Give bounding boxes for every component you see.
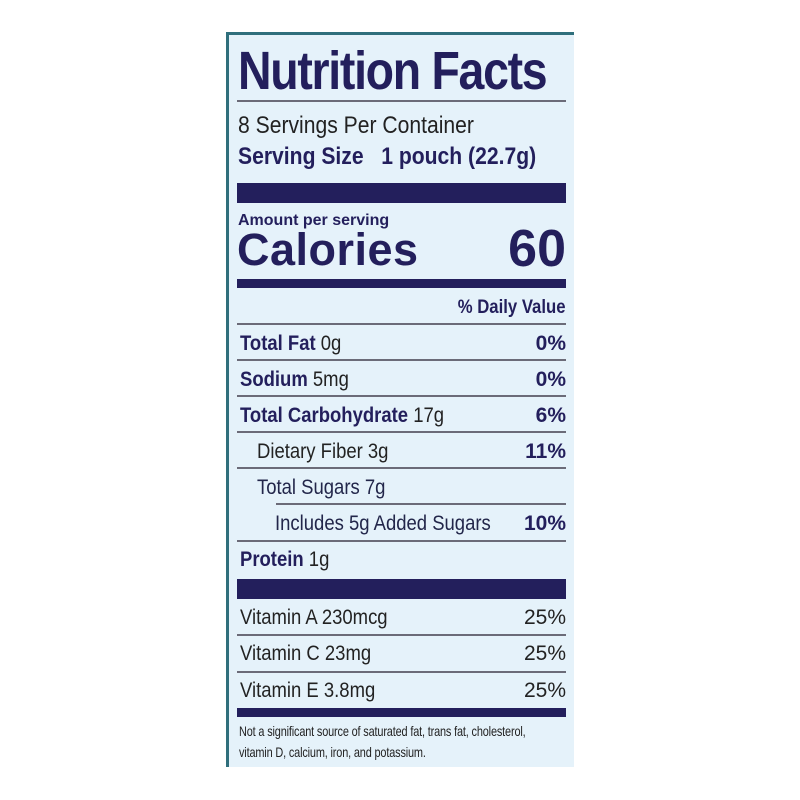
daily-value-header: % Daily Value xyxy=(458,297,566,318)
thick-bar xyxy=(237,183,566,203)
divider xyxy=(237,359,566,361)
calories-label: Calories xyxy=(237,224,419,275)
serving-size-label: Serving Size xyxy=(238,143,364,170)
nutrient-dv: 10% xyxy=(523,512,566,535)
nutrient-name: Total Sugars 7g xyxy=(257,476,386,499)
nutrient-name: Sodium xyxy=(240,368,308,391)
nutrient-row-dietary-fiber: Dietary Fiber 3g xyxy=(257,440,388,464)
divider xyxy=(237,395,566,397)
serving-size-value: 1 pouch (22.7g) xyxy=(381,143,537,170)
thick-bar xyxy=(237,579,566,599)
divider xyxy=(237,467,566,469)
divider xyxy=(276,503,566,505)
nutrient-name: Includes 5g Added Sugars xyxy=(275,512,491,535)
nutrient-name: Dietary Fiber 3g xyxy=(257,440,389,463)
serving-size-row: Serving Size 1 pouch (22.7g) xyxy=(238,143,536,171)
vitamin-dv: 25% xyxy=(523,679,566,702)
amount-per-serving: Amount per serving xyxy=(238,212,390,229)
nutrient-amount: 17g xyxy=(413,404,445,427)
medium-bar xyxy=(237,279,566,288)
nutrient-row-total-fat: Total Fat 0g xyxy=(240,332,341,356)
nutrient-row-protein: Protein 1g xyxy=(240,548,329,572)
nutrition-facts-panel: Nutrition Facts 8 Servings Per Container… xyxy=(226,32,574,767)
divider xyxy=(237,100,566,102)
footnote-line-2: vitamin D, calcium, iron, and potassium. xyxy=(239,744,426,760)
servings-per-container: 8 Servings Per Container xyxy=(238,112,474,139)
nutrient-row-sodium: Sodium 5mg xyxy=(240,368,349,392)
nutrient-name: Protein xyxy=(240,548,304,571)
label-title: Nutrition Facts xyxy=(238,41,548,101)
footnote-line-1: Not a significant source of saturated fa… xyxy=(239,723,526,739)
nutrient-dv: 11% xyxy=(525,440,566,463)
nutrient-row-total-carbohydrate: Total Carbohydrate 17g xyxy=(240,404,444,428)
nutrient-amount: 1g xyxy=(308,548,330,571)
vitamin-dv: 25% xyxy=(523,606,566,629)
nutrient-amount: 5mg xyxy=(312,368,349,391)
nutrient-dv: 0% xyxy=(535,332,566,355)
divider xyxy=(237,431,566,433)
divider xyxy=(237,634,566,636)
nutrient-row-added-sugars: Includes 5g Added Sugars xyxy=(275,512,491,536)
calories-value: 60 xyxy=(508,220,566,278)
vitamin-row-a: Vitamin A 230mcg xyxy=(240,606,388,629)
nutrient-name: Total Fat xyxy=(240,332,316,355)
nutrient-dv: 0% xyxy=(535,368,566,391)
vitamin-row-e: Vitamin E 3.8mg xyxy=(240,679,376,702)
nutrient-amount: 0g xyxy=(320,332,342,355)
divider xyxy=(237,323,566,325)
vitamin-dv: 25% xyxy=(523,642,566,665)
vitamin-row-c: Vitamin C 23mg xyxy=(240,642,372,665)
nutrient-name: Total Carbohydrate xyxy=(240,404,409,427)
divider xyxy=(237,671,566,673)
divider xyxy=(237,540,566,542)
nutrient-row-total-sugars: Total Sugars 7g xyxy=(257,476,385,500)
medium-bar xyxy=(237,708,566,717)
nutrient-dv: 6% xyxy=(535,404,566,427)
